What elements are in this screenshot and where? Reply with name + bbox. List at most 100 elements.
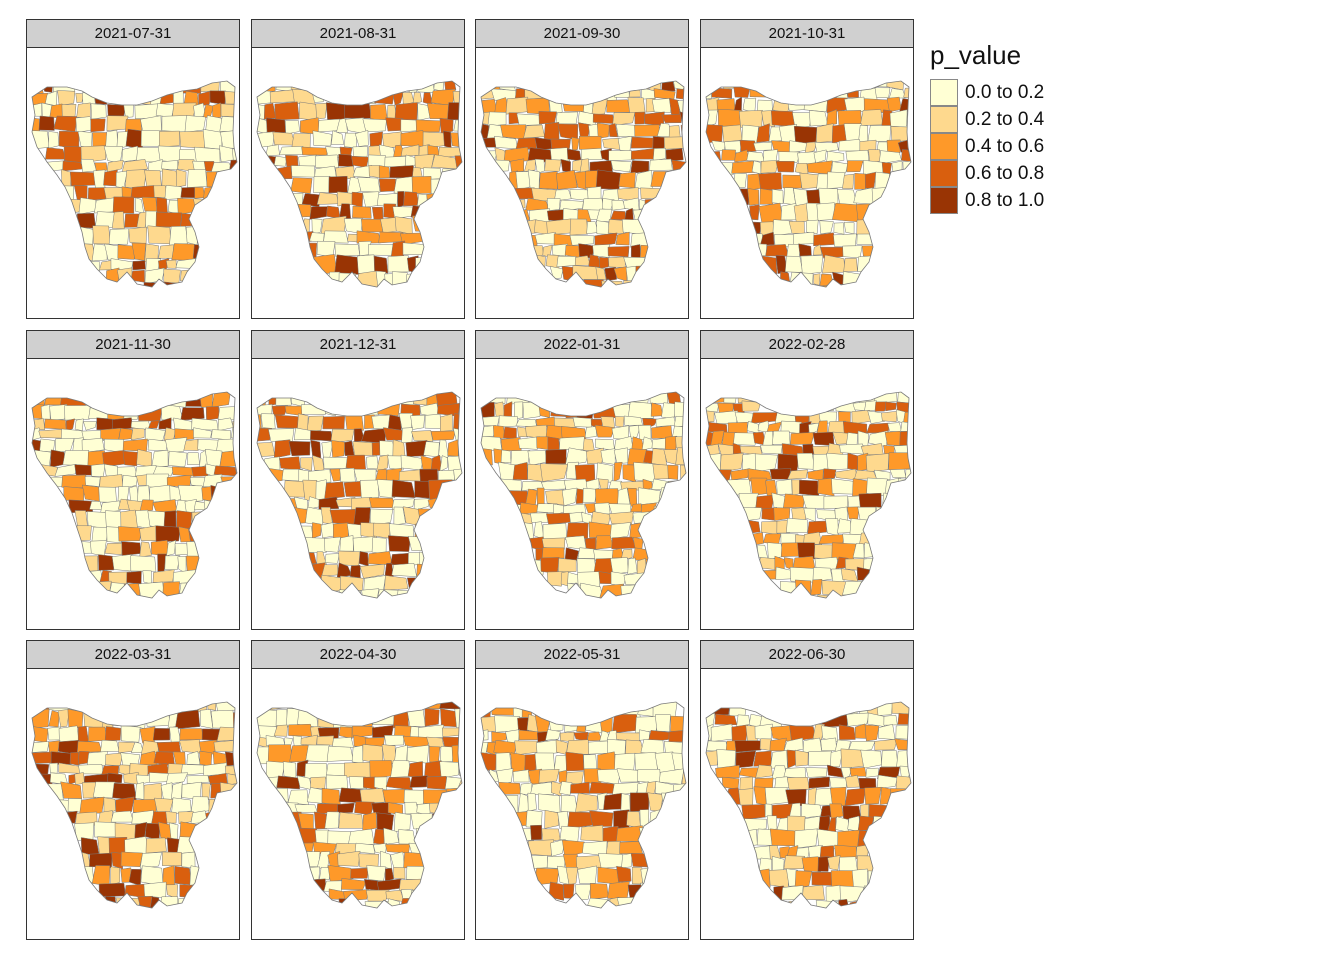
district-region [334, 254, 362, 275]
district-region [885, 401, 897, 412]
district-region [814, 787, 834, 806]
district-region [481, 137, 498, 148]
city-boundary [31, 80, 238, 288]
district-region [293, 842, 314, 852]
district-region [775, 566, 792, 580]
district-region [606, 99, 632, 113]
district-region [540, 557, 560, 574]
district-region [634, 124, 660, 137]
district-region [181, 851, 196, 869]
district-region [230, 427, 237, 440]
legend-item: 0.2 to 0.4 [930, 106, 1044, 133]
district-region [680, 464, 686, 483]
district-region [496, 768, 514, 785]
district-region [351, 191, 364, 208]
district-region [583, 96, 594, 115]
district-region [168, 450, 188, 468]
district-region [583, 279, 604, 287]
district-region [481, 702, 493, 718]
district-region [730, 468, 751, 481]
district-region [280, 192, 304, 206]
district-region [91, 463, 106, 477]
district-region [582, 197, 605, 211]
district-region [164, 185, 183, 200]
district-region [533, 867, 560, 886]
legend-label: 0.0 to 0.2 [965, 81, 1045, 103]
district-region [110, 712, 126, 727]
district-region [152, 465, 175, 477]
district-region [550, 838, 566, 857]
district-region [408, 842, 436, 855]
city-boundary [705, 80, 912, 288]
district-region [339, 146, 353, 156]
district-region [813, 232, 837, 247]
district-region [831, 161, 849, 174]
district-region [894, 738, 911, 751]
district-region [854, 469, 878, 480]
district-region [400, 119, 418, 133]
district-region [122, 708, 137, 729]
district-region [634, 169, 653, 190]
district-region [184, 499, 197, 513]
district-region [378, 231, 404, 244]
district-region [860, 804, 870, 818]
district-region [794, 828, 819, 849]
district-region [348, 828, 375, 845]
district-region [614, 415, 625, 428]
district-region [317, 707, 335, 729]
district-region [273, 498, 298, 510]
district-region [771, 189, 784, 205]
district-region [185, 392, 203, 407]
city-boundary [256, 80, 463, 288]
district-region [316, 192, 339, 205]
map-panel-2022-06: 2022-06-30 [700, 640, 914, 940]
district-region [612, 112, 636, 126]
district-region [376, 479, 396, 499]
district-region [161, 851, 182, 867]
district-region [878, 723, 896, 740]
district-region [566, 148, 582, 162]
district-region [505, 96, 529, 115]
district-region [765, 244, 790, 257]
district-region [769, 828, 798, 847]
district-region [439, 117, 454, 134]
district-region [165, 772, 189, 785]
district-region [305, 744, 330, 763]
district-region [144, 823, 161, 841]
district-region [645, 558, 666, 575]
district-region [139, 499, 154, 512]
district-region [564, 244, 581, 258]
district-region [211, 392, 232, 408]
district-region [88, 406, 111, 419]
district-region [561, 487, 578, 507]
legend-swatch [930, 187, 958, 214]
district-region [852, 543, 865, 559]
district-region [354, 130, 369, 147]
district-region [762, 431, 774, 447]
district-region [538, 111, 557, 125]
district-region [753, 750, 772, 767]
district-region [541, 479, 567, 490]
district-region [163, 81, 181, 94]
district-region [620, 584, 641, 598]
district-region [569, 218, 589, 236]
district-region [343, 762, 372, 778]
district-region [147, 225, 171, 245]
district-region [371, 537, 387, 555]
district-region [808, 422, 820, 435]
district-region [326, 271, 341, 287]
district-region [320, 522, 335, 539]
district-region [220, 476, 237, 486]
district-region [559, 436, 586, 451]
district-region [75, 92, 85, 103]
district-region [338, 898, 353, 908]
district-region [585, 716, 603, 734]
district-region [393, 811, 412, 833]
district-region [644, 198, 671, 212]
district-region [257, 442, 276, 458]
district-region [755, 494, 775, 510]
district-region [32, 773, 53, 785]
district-region [706, 81, 723, 89]
district-region [801, 884, 825, 901]
district-region [609, 522, 632, 540]
